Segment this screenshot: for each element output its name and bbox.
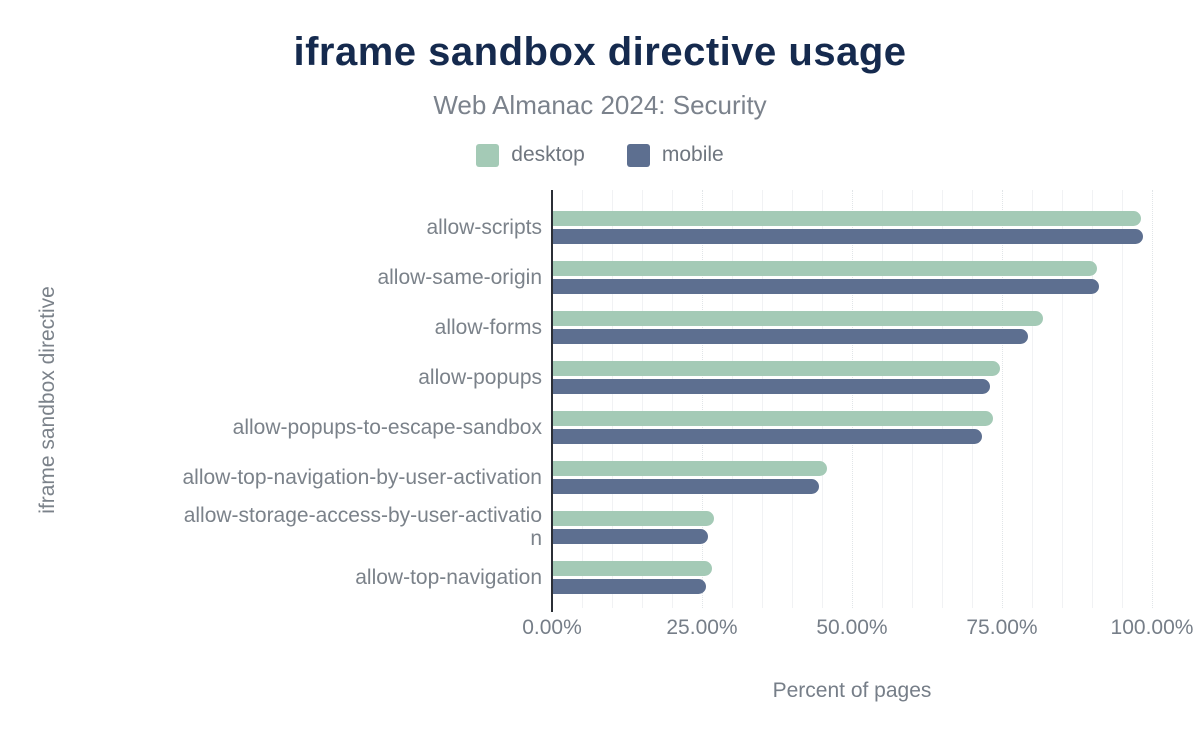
legend-label-desktop: desktop <box>511 143 585 166</box>
major-gridline <box>702 190 704 608</box>
bar-desktop-allow-top-navigation <box>552 561 713 576</box>
mobile-swatch-icon <box>626 143 650 167</box>
bar-mobile-allow-same-origin <box>552 279 1100 294</box>
bar-desktop-allow-forms <box>552 311 1043 326</box>
major-gridline <box>1152 190 1154 608</box>
bar-mobile-allow-top-navigation-by-user-activation <box>552 479 819 494</box>
legend: desktop mobile <box>0 141 1200 169</box>
legend-item-mobile: mobile <box>626 143 724 167</box>
major-gridline <box>1002 190 1004 608</box>
bar-mobile-allow-storage-access-by-user-activation <box>552 529 708 544</box>
x-tick-label: 100.00% <box>1110 616 1194 639</box>
bar-desktop-allow-storage-access-by-user-activation <box>552 511 714 526</box>
bar-mobile-allow-forms <box>552 329 1028 344</box>
minor-gridline <box>612 190 613 608</box>
minor-gridline <box>732 190 733 608</box>
minor-gridline <box>642 190 643 608</box>
minor-gridline <box>582 190 583 608</box>
bar-desktop-allow-top-navigation-by-user-activation <box>552 461 827 476</box>
category-label: allow-top-navigation-by-user-activation <box>182 465 542 489</box>
minor-gridline <box>1122 190 1123 608</box>
minor-gridline <box>822 190 823 608</box>
bar-desktop-allow-same-origin <box>552 261 1097 276</box>
chart-title: iframe sandbox directive usage <box>293 30 907 74</box>
x-tick-label: 75.00% <box>966 616 1038 639</box>
major-gridline <box>852 190 854 608</box>
category-label: allow-top-navigation <box>355 565 542 589</box>
category-label: allow-forms <box>434 315 542 339</box>
minor-gridline <box>942 190 943 608</box>
minor-gridline <box>1092 190 1093 608</box>
minor-gridline <box>882 190 883 608</box>
legend-label-mobile: mobile <box>661 143 724 166</box>
x-axis-title: Percent of pages <box>772 679 932 702</box>
desktop-swatch-icon <box>476 143 500 167</box>
minor-gridline <box>972 190 973 608</box>
y-axis-line <box>551 190 553 612</box>
minor-gridline <box>1032 190 1033 608</box>
category-label: allow-storage-access-by-user-activatio n <box>183 504 542 550</box>
minor-gridline <box>1062 190 1063 608</box>
chart-subtitle: Web Almanac 2024: Security <box>433 90 767 120</box>
category-label: allow-same-origin <box>377 265 542 289</box>
minor-gridline <box>912 190 913 608</box>
category-labels: allow-scripts allow-same-origin allow-form… <box>120 202 542 602</box>
bar-desktop-allow-scripts <box>552 211 1142 226</box>
category-label: allow-popups-to-escape-sandbox <box>232 415 542 439</box>
bar-mobile-allow-popups-to-escape-sandbox <box>552 429 983 444</box>
bar-mobile-allow-scripts <box>552 229 1143 244</box>
minor-gridline <box>792 190 793 608</box>
category-label: allow-scripts <box>426 215 542 239</box>
x-tick-label: 25.00% <box>666 616 738 639</box>
minor-gridline <box>672 190 673 608</box>
x-tick-label: 50.00% <box>816 616 888 639</box>
bar-mobile-allow-popups <box>552 379 990 394</box>
y-axis-title: iframe sandbox directive <box>36 286 59 514</box>
x-tick-label: 0.00% <box>522 616 582 639</box>
minor-gridline <box>762 190 763 608</box>
bar-desktop-allow-popups <box>552 361 1001 376</box>
bar-desktop-allow-popups-to-escape-sandbox <box>552 411 993 426</box>
legend-item-desktop: desktop <box>476 143 585 167</box>
plot-area <box>552 190 1172 608</box>
category-label: allow-popups <box>418 365 542 389</box>
bar-mobile-allow-top-navigation <box>552 579 707 594</box>
